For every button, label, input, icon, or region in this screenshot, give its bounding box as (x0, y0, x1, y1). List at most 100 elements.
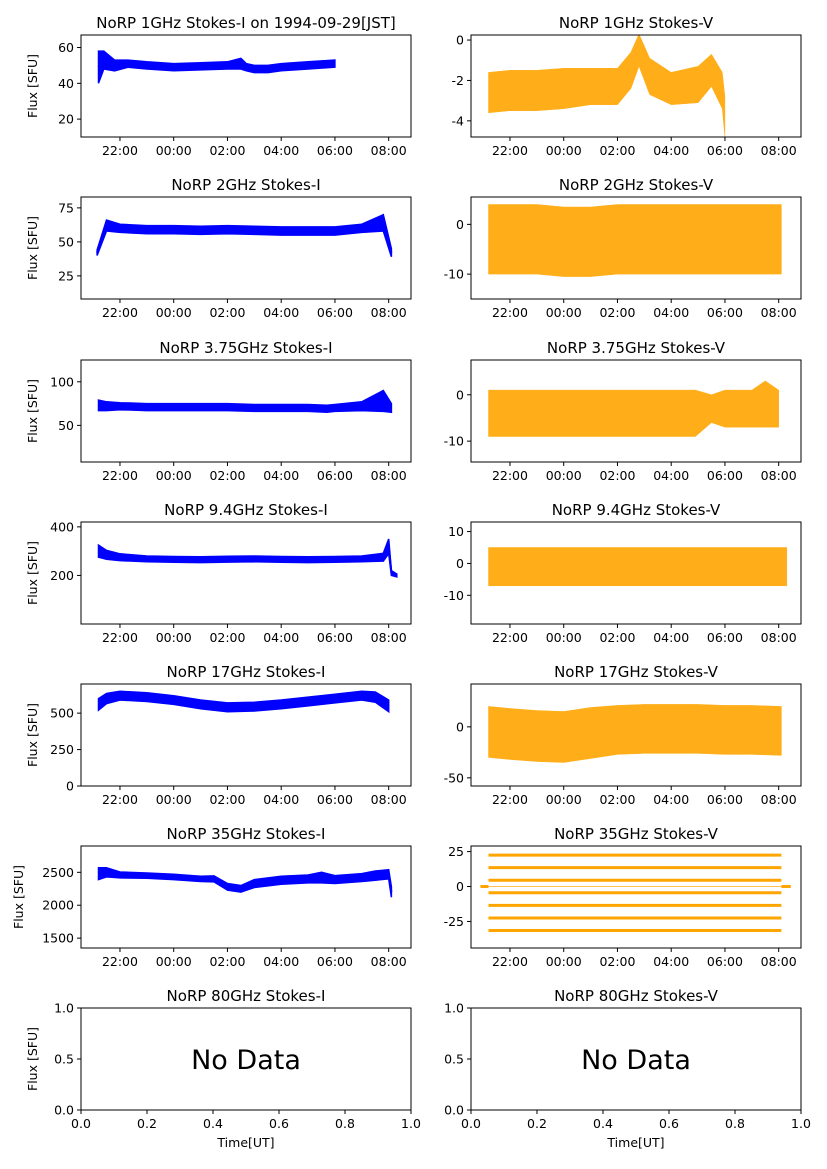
y-tick-label: 50 (58, 418, 74, 433)
panel-p3-V: NoRP 3.75GHz Stokes-V 22:00 00:00 02:00 04:0… (444, 339, 802, 483)
panel-title: NoRP 80GHz Stokes-I (167, 987, 326, 1005)
panel-p7-V: NoRP 80GHz Stokes-V No Data 0.0 0.2 0.4 0.6 0.… (444, 987, 811, 1150)
x-tick-label: 06:00 (317, 468, 353, 483)
data-line (96, 221, 393, 254)
y-tick-label: 0.5 (54, 1052, 74, 1067)
y-axis-label: Flux [SFU] (11, 865, 26, 929)
y-tick-label: 2000 (42, 898, 74, 913)
y-tick-label: 1.0 (54, 1001, 74, 1016)
plot-area (97, 50, 336, 84)
x-tick-label: 22:00 (102, 143, 138, 158)
panel-p6-I: NoRP 35GHz Stokes-I 22:00 00:00 02:00 04:00 0… (11, 825, 412, 969)
y-tick-label: 400 (50, 519, 74, 534)
y-tick-label: 0.5 (444, 1052, 464, 1067)
x-tick-label: 02:00 (599, 792, 635, 807)
x-tick-label: 00:00 (546, 630, 582, 645)
data-line (98, 871, 393, 893)
y-tick-label: 500 (50, 706, 74, 721)
y-axis-label: Flux [SFU] (25, 216, 40, 280)
plot-area (488, 35, 726, 137)
x-tick-label: 02:00 (209, 305, 245, 320)
x-tick-label: 08:00 (761, 468, 797, 483)
no-data-label: No Data (581, 1045, 691, 1076)
x-tick-label: 08:00 (761, 143, 797, 158)
axes-frame (80, 34, 412, 138)
x-tick-label: 06:00 (707, 630, 743, 645)
plot-area (97, 538, 398, 578)
x-tick-label: 0.0 (71, 1116, 91, 1131)
x-tick-label: 08:00 (761, 305, 797, 320)
data-band (97, 50, 336, 84)
x-tick-label: 08:00 (761, 954, 797, 969)
y-tick-label: 0.0 (54, 1103, 74, 1118)
x-tick-label: 06:00 (707, 792, 743, 807)
plot-area (488, 204, 782, 277)
x-tick-label: 04:00 (263, 792, 299, 807)
y-tick-label: 0 (456, 719, 464, 734)
x-tick-label: 08:00 (371, 143, 407, 158)
panel-title: NoRP 3.75GHz Stokes-V (547, 339, 726, 357)
x-axis-label: Time[UT] (606, 1135, 664, 1150)
panel-p5-I: NoRP 17GHz Stokes-I 22:00 00:00 02:00 04:00 0… (25, 663, 412, 807)
data-band (96, 213, 393, 258)
x-tick-label: 22:00 (492, 630, 528, 645)
y-tick-label: 0 (456, 387, 464, 402)
y-tick-label: -4 (452, 113, 465, 128)
data-band (97, 866, 393, 898)
panel-title: NoRP 17GHz Stokes-I (167, 663, 326, 681)
x-axis-label: Time[UT] (216, 1135, 274, 1150)
x-tick-label: 22:00 (492, 954, 528, 969)
plot-area (488, 547, 788, 587)
x-tick-label: 22:00 (492, 143, 528, 158)
x-tick-label: 06:00 (707, 143, 743, 158)
data-band (488, 547, 788, 587)
x-tick-label: 00:00 (156, 954, 192, 969)
x-tick-label: 00:00 (546, 143, 582, 158)
x-tick-label: 06:00 (317, 630, 353, 645)
x-tick-label: 00:00 (156, 468, 192, 483)
x-tick-label: 0.2 (527, 1116, 547, 1131)
panel-title: NoRP 35GHz Stokes-I (167, 825, 326, 843)
x-tick-label: 00:00 (156, 630, 192, 645)
x-tick-label: 02:00 (209, 143, 245, 158)
x-tick-label: 22:00 (492, 792, 528, 807)
x-tick-label: 0.4 (203, 1116, 223, 1131)
x-tick-label: 00:00 (156, 143, 192, 158)
y-axis-label: Flux [SFU] (25, 541, 40, 605)
y-tick-label: 50 (58, 234, 74, 249)
panel-title: NoRP 9.4GHz Stokes-I (164, 501, 328, 519)
axes-frame (470, 521, 802, 625)
x-tick-label: 00:00 (546, 954, 582, 969)
x-tick-label: 02:00 (599, 143, 635, 158)
x-tick-label: 02:00 (599, 468, 635, 483)
y-tick-label: 0 (456, 879, 464, 894)
x-tick-label: 00:00 (546, 792, 582, 807)
plot-area (488, 704, 782, 763)
x-tick-label: 02:00 (209, 792, 245, 807)
data-band (488, 704, 782, 763)
axes-frame (80, 521, 412, 625)
x-tick-label: 06:00 (317, 792, 353, 807)
y-tick-label: 40 (58, 76, 74, 91)
y-tick-label: 0 (456, 217, 464, 232)
panel-p1-V: NoRP 1GHz Stokes-V 22:00 00:00 02:00 04:00 06… (452, 14, 802, 158)
x-tick-label: 0.0 (461, 1116, 481, 1131)
panel-title: NoRP 17GHz Stokes-V (554, 663, 719, 681)
x-tick-label: 06:00 (317, 143, 353, 158)
x-tick-label: 06:00 (317, 954, 353, 969)
axes-frame (80, 683, 412, 787)
plot-area (480, 853, 791, 933)
panel-p2-I: NoRP 2GHz Stokes-I 22:00 00:00 02:00 04:00 06… (25, 176, 412, 320)
x-tick-label: 02:00 (209, 954, 245, 969)
data-line (98, 542, 398, 577)
panel-title: NoRP 2GHz Stokes-I (171, 176, 320, 194)
y-tick-label: -25 (444, 914, 464, 929)
data-band (488, 204, 782, 277)
plot-area (96, 213, 393, 258)
plot-area (97, 866, 393, 898)
no-data-label: No Data (191, 1045, 301, 1076)
y-tick-label: 20 (58, 112, 74, 127)
y-tick-label: 25 (448, 844, 464, 859)
y-axis-label: Flux [SFU] (25, 703, 40, 767)
x-tick-label: 00:00 (546, 305, 582, 320)
